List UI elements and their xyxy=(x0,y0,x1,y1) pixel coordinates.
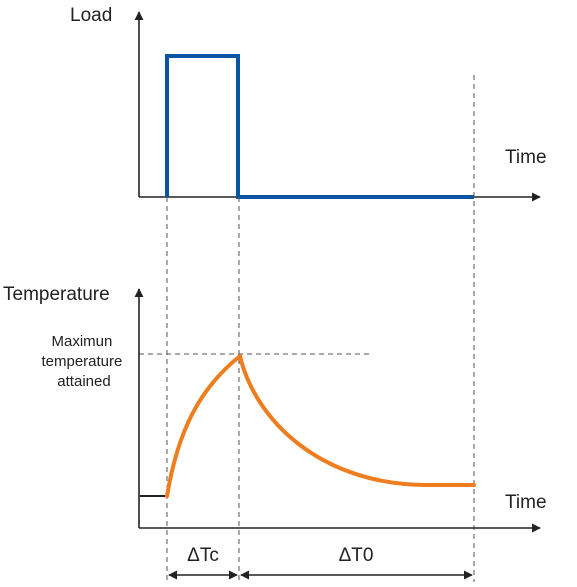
temperature-chart: Temperature Time Maximun temperature att… xyxy=(3,284,547,533)
max-temperature-note-line-1: Maximun xyxy=(51,333,112,350)
load-chart: Load Time xyxy=(70,5,547,202)
load-curve xyxy=(165,54,474,199)
temperature-y-axis-label: Temperature xyxy=(3,284,110,305)
max-temperature-note: Maximun temperature attained xyxy=(41,333,126,390)
max-temperature-note-line-3: attained xyxy=(57,373,110,390)
max-temperature-note-line-2: temperature xyxy=(41,353,122,370)
heating-interval-label: ΔTc xyxy=(187,545,219,566)
temperature-curve xyxy=(165,354,476,498)
temperature-x-axis-label: Time xyxy=(505,492,547,513)
time-guides xyxy=(139,75,475,582)
load-y-axis-label: Load xyxy=(70,5,112,26)
cooling-interval-label: ΔT0 xyxy=(339,545,374,566)
interval-dimensions: ΔTc ΔT0 xyxy=(168,545,473,580)
load-x-axis-label: Time xyxy=(505,147,547,168)
